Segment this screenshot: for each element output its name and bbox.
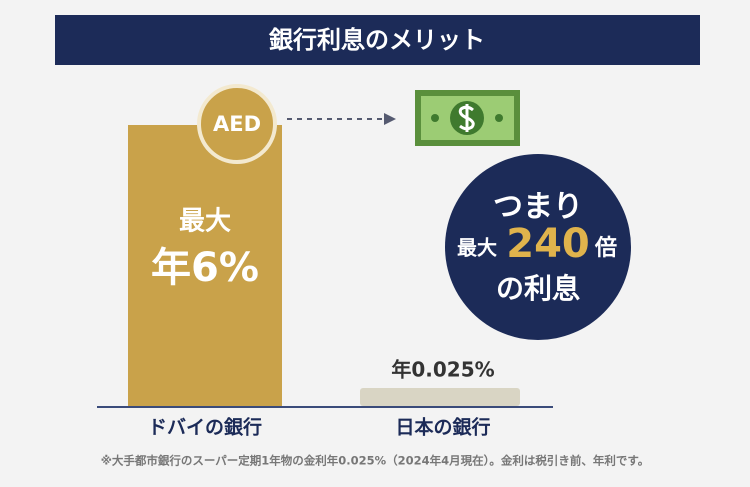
dollar-bill <box>415 90 520 146</box>
japan-bar <box>360 388 520 406</box>
footnote: ※大手都市銀行のスーパー定期1年物の金利年0.025%（2024年4月現在）。金… <box>101 454 650 468</box>
callout-circle <box>445 154 631 340</box>
bill-dot <box>431 114 439 122</box>
callout-prefix: 最大 <box>457 236 497 260</box>
japan-rate: 年0.025% <box>391 358 494 382</box>
dubai-name: ドバイの銀行 <box>148 416 262 439</box>
bill-dot <box>495 114 503 122</box>
japan-name: 日本の銀行 <box>395 416 490 439</box>
dollar-sign <box>458 104 475 132</box>
callout-suffix: 倍 <box>594 236 617 261</box>
coin-label: AED <box>213 112 261 136</box>
aed-coin <box>197 84 277 164</box>
dubai-bar <box>128 125 282 406</box>
title: 銀行利息のメリット <box>268 26 485 54</box>
callout-line3: の利息 <box>496 272 580 305</box>
title-banner <box>55 15 700 65</box>
dubai-max: 最大 <box>179 207 231 237</box>
arrow-head <box>384 113 396 125</box>
dubai-rate: 年6% <box>151 245 259 291</box>
callout-line1: つまり <box>493 190 583 225</box>
callout-number: 240 <box>506 221 590 267</box>
